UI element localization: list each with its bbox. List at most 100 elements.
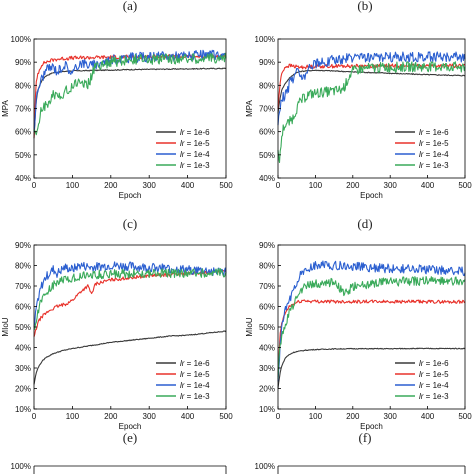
legend-entry: lr = 1e-3 <box>180 392 210 401</box>
x-tick-label: 100 <box>66 412 80 421</box>
y-tick-label: 30% <box>259 364 275 373</box>
legend-entry: lr = 1e-4 <box>419 150 449 159</box>
x-tick-label: 300 <box>143 181 157 190</box>
y-tick-label: 90% <box>259 58 275 67</box>
legend: lr = 1e-6 lr = 1e-5 lr = 1e-4 lr = 1e-3 <box>395 128 449 170</box>
x-tick-label: 500 <box>458 181 472 190</box>
y-axis-title: MIoU <box>1 317 10 336</box>
x-tick-label: 400 <box>181 181 195 190</box>
legend-entry: lr = 1e-3 <box>419 392 449 401</box>
y-tick-label: 50% <box>259 151 275 160</box>
y-tick-label: 50% <box>15 151 31 160</box>
legend-entry: lr = 1e-4 <box>180 381 210 390</box>
y-axis-title: MPA <box>245 99 254 116</box>
y-axis-title: MIoU <box>245 317 254 336</box>
panel-label: (b) <box>357 0 372 13</box>
series-line-1e-4 <box>33 261 227 328</box>
y-tick-label: 50% <box>259 323 275 332</box>
series-line-1e-3 <box>33 268 227 331</box>
legend-entry: lr = 1e-4 <box>180 150 210 159</box>
y-tick-label: 100% <box>255 35 275 44</box>
series-line-1e-6 <box>277 347 466 389</box>
legend-entry: lr = 1e-5 <box>180 370 210 379</box>
legend-series-name: 1e-4 <box>433 150 450 159</box>
x-tick-label: 200 <box>346 181 360 190</box>
series-line-1e-4 <box>277 260 466 382</box>
legend-entry: lr = 1e-3 <box>419 161 449 170</box>
y-tick-label: 50% <box>15 323 31 332</box>
y-tick-label: 80% <box>259 262 275 271</box>
legend-series-name: 1e-5 <box>194 139 211 148</box>
legend-series-name: 1e-5 <box>194 370 211 379</box>
x-tick-label: 400 <box>421 181 435 190</box>
legend-series-name: 1e-3 <box>194 161 211 170</box>
y-tick-label: 20% <box>259 385 275 394</box>
legend-series-name: 1e-3 <box>433 161 450 170</box>
y-tick-label: 70% <box>15 105 31 114</box>
y-tick-label: 100% <box>255 462 275 471</box>
x-tick-label: 300 <box>143 412 157 421</box>
legend-entry: lr = 1e-6 <box>419 359 449 368</box>
chart-panel-1: 40% 50% 60% 70% 80% 90% 100% 0 100 200 300 400 500 Ep… <box>1 35 233 200</box>
x-tick-label: 400 <box>421 412 435 421</box>
chart-panel-2: 40% 50% 60% 70% 80% 90% 100% 0 100 200 300 400 500 Ep… <box>245 35 472 200</box>
y-tick-label: 100% <box>11 35 31 44</box>
y-tick-label: 10% <box>259 405 275 414</box>
y-tick-label: 70% <box>259 282 275 291</box>
x-axis-title: Epoch <box>119 191 142 200</box>
chart-panel-4: 10% 20% 30% 40% 50% 60% 70% 80% 90% 0 100 200 300 400… <box>245 241 472 431</box>
x-axis-title: Epoch <box>360 191 383 200</box>
y-tick-label: 40% <box>259 344 275 353</box>
legend-series-name: 1e-3 <box>433 392 450 401</box>
chart-panel-5: 100% <box>11 462 227 474</box>
y-tick-label: 80% <box>15 262 31 271</box>
y-tick-label: 60% <box>259 128 275 137</box>
y-axis-title: MPA <box>1 99 10 116</box>
legend-series-name: 1e-3 <box>194 392 211 401</box>
x-tick-label: 0 <box>276 181 281 190</box>
y-tick-label: 100% <box>11 462 31 471</box>
y-tick-label: 80% <box>259 81 275 90</box>
y-tick-label: 90% <box>15 58 31 67</box>
series-line-1e-6 <box>33 67 227 139</box>
legend-series-name: 1e-4 <box>194 150 211 159</box>
series-line-1e-3 <box>277 275 466 379</box>
legend-series-name: 1e-6 <box>433 128 450 137</box>
y-tick-label: 40% <box>15 174 31 183</box>
panel-label: (f) <box>359 430 372 445</box>
legend-entry: lr = 1e-6 <box>180 359 210 368</box>
x-tick-label: 0 <box>276 412 281 421</box>
x-tick-label: 500 <box>458 412 472 421</box>
panel-label: (a) <box>123 0 137 13</box>
legend-entry: lr = 1e-5 <box>419 139 449 148</box>
x-axis-title: Epoch <box>360 422 383 431</box>
legend-series-name: 1e-4 <box>194 381 211 390</box>
chart-panel-6: 100% <box>255 462 466 474</box>
x-tick-label: 0 <box>32 412 37 421</box>
legend-entry: lr = 1e-5 <box>180 139 210 148</box>
chart-panel-3: 10% 20% 30% 40% 50% 60% 70% 80% 90% 0 100 200 300 400… <box>1 241 233 431</box>
y-tick-label: 40% <box>15 344 31 353</box>
series-line-1e-4 <box>277 51 466 126</box>
legend-series-name: 1e-4 <box>433 381 450 390</box>
y-tick-label: 60% <box>259 303 275 312</box>
x-axis-title: Epoch <box>119 422 142 431</box>
y-tick-label: 70% <box>259 105 275 114</box>
panel-label: (d) <box>357 216 372 231</box>
x-tick-label: 100 <box>66 181 80 190</box>
legend: lr = 1e-6 lr = 1e-5 lr = 1e-4 lr = 1e-3 <box>395 359 449 401</box>
panel-label: (e) <box>123 430 137 445</box>
legend-series-name: 1e-6 <box>194 359 211 368</box>
legend-entry: lr = 1e-6 <box>180 128 210 137</box>
series-line-1e-5 <box>277 299 466 378</box>
y-tick-label: 30% <box>15 364 31 373</box>
legend: lr = 1e-6 lr = 1e-5 lr = 1e-4 lr = 1e-3 <box>156 128 210 170</box>
panel-label: (c) <box>123 216 137 231</box>
y-tick-label: 60% <box>15 128 31 137</box>
legend-entry: lr = 1e-4 <box>419 381 449 390</box>
x-tick-label: 500 <box>219 181 233 190</box>
x-tick-label: 200 <box>104 412 118 421</box>
legend-entry: lr = 1e-3 <box>180 161 210 170</box>
y-tick-label: 10% <box>15 405 31 414</box>
